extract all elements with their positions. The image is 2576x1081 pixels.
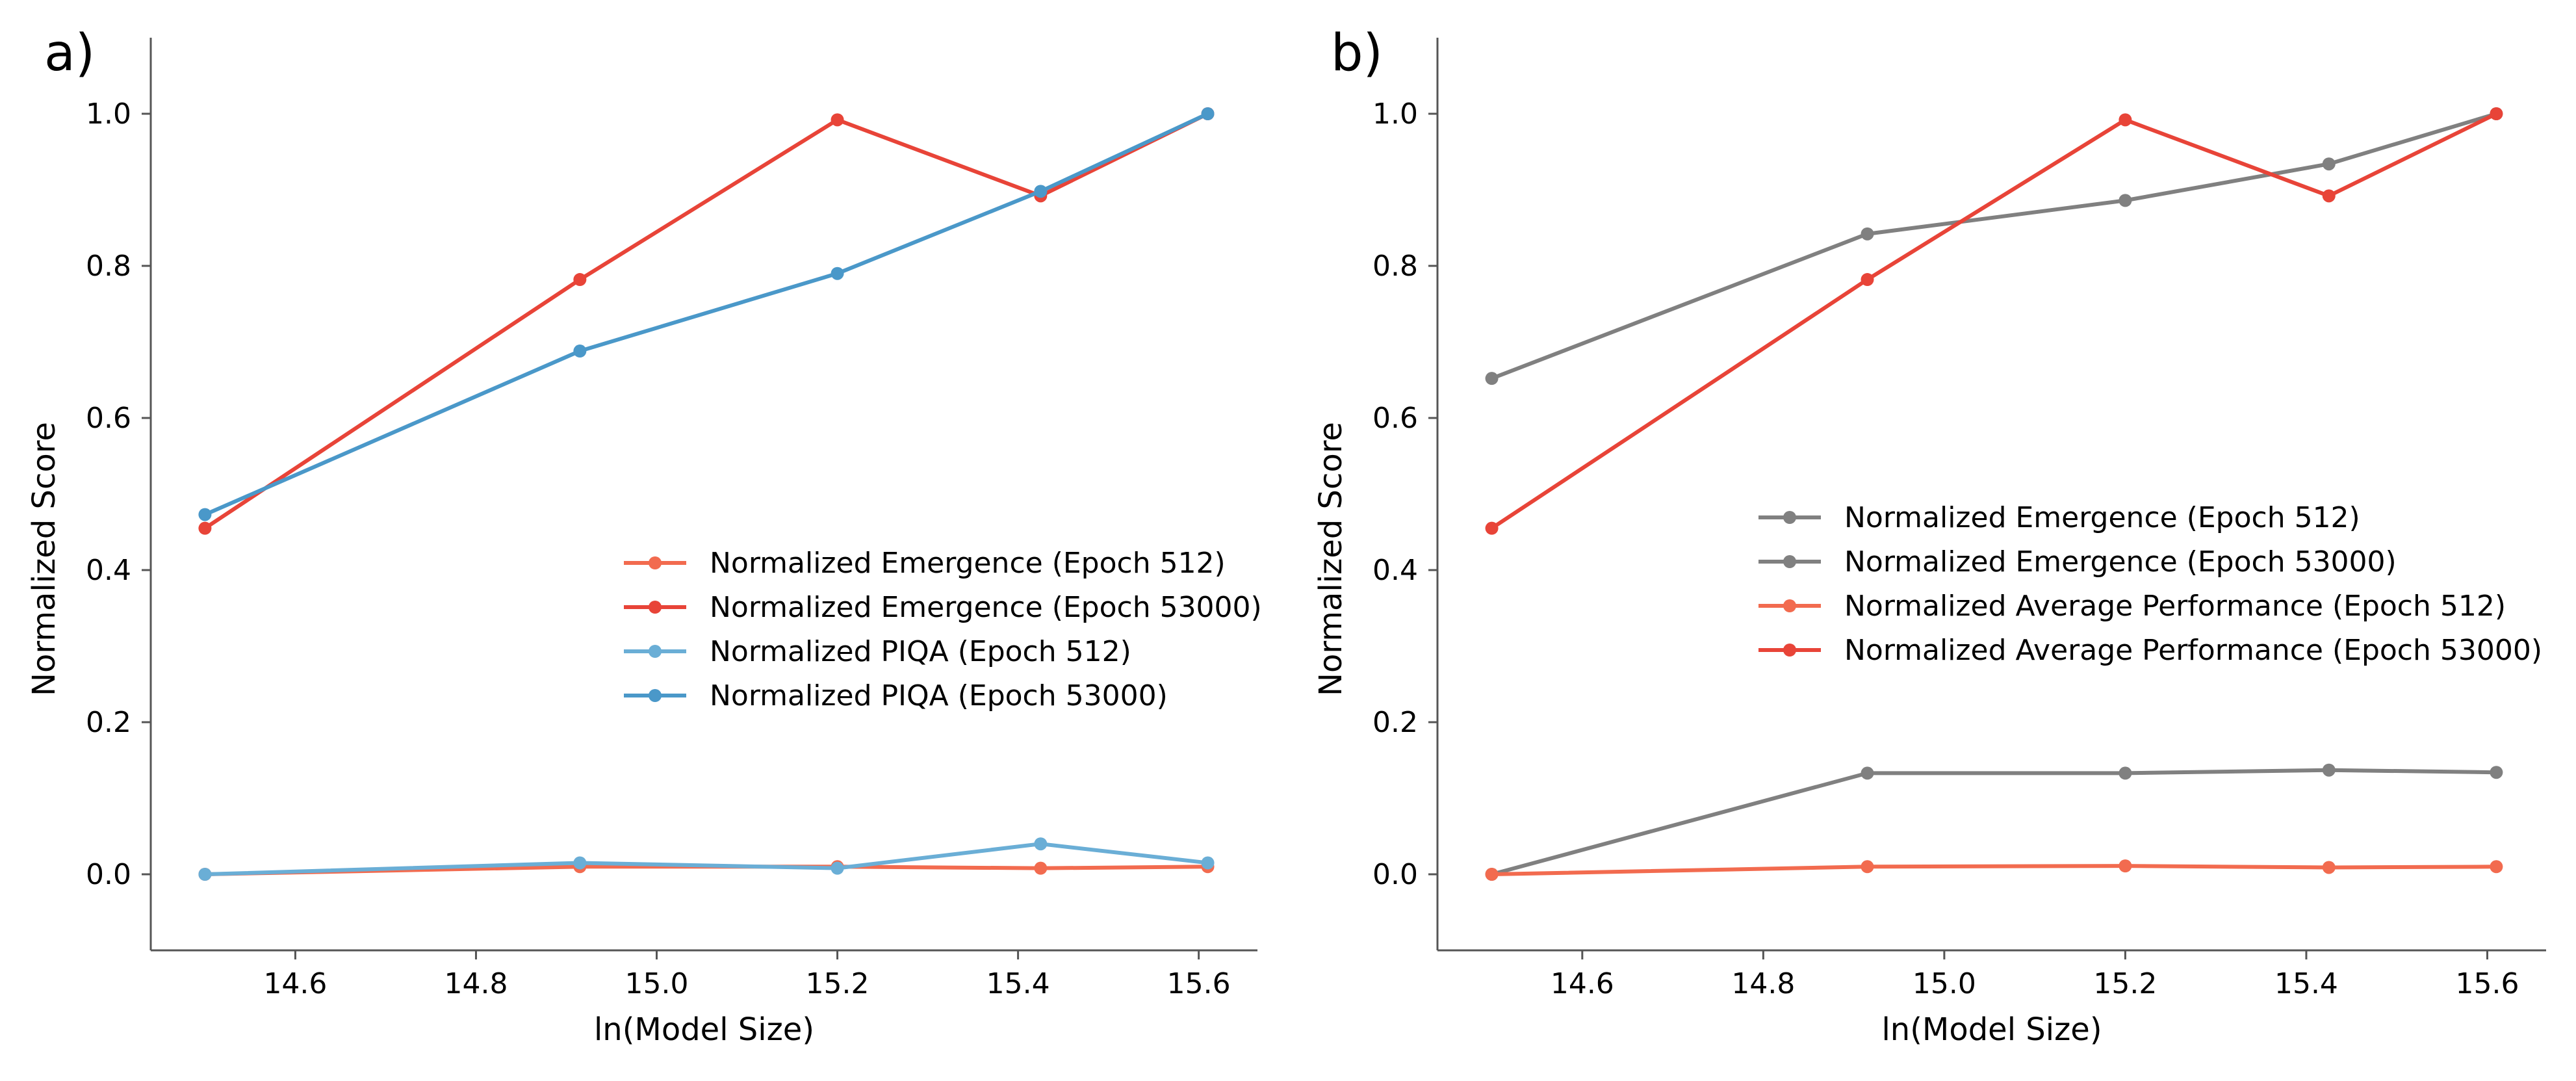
y-tick-label: 0.6	[86, 402, 131, 435]
data-point	[573, 856, 587, 870]
legend-entry-label: Normalized PIQA (Epoch 53000)	[710, 679, 1168, 712]
data-point	[1034, 861, 1048, 875]
data-point	[1034, 837, 1048, 851]
data-point	[2119, 859, 2132, 873]
data-point	[2322, 861, 2336, 874]
x-tick-label: 14.8	[1731, 967, 1795, 1000]
data-point	[1201, 856, 1215, 870]
data-point	[831, 113, 844, 127]
data-point	[1861, 227, 1874, 241]
data-point	[2322, 763, 2336, 777]
data-point	[2490, 860, 2503, 874]
x-tick-label: 15.6	[2455, 967, 2519, 1000]
data-point	[1861, 860, 1874, 874]
legend: Normalized Emergence (Epoch 512) Normaliz…	[1758, 501, 2542, 667]
data-point	[573, 273, 587, 287]
y-tick-label: 1.0	[1372, 98, 1418, 131]
y-tick-label: 1.0	[86, 98, 131, 131]
data-point	[573, 345, 587, 358]
x-tick-label: 15.0	[1913, 967, 1976, 1000]
legend-swatch-marker	[1783, 511, 1796, 524]
x-tick-label: 15.0	[625, 967, 689, 1000]
legend-swatch-marker	[649, 556, 662, 569]
legend-entry-label: Normalized PIQA (Epoch 512)	[710, 635, 1131, 668]
x-tick-label: 15.4	[2274, 967, 2338, 1000]
legend-swatch-marker	[1783, 644, 1796, 657]
legend-swatch-marker	[649, 601, 662, 614]
x-tick-label: 14.6	[263, 967, 327, 1000]
panel-label: a)	[44, 24, 95, 83]
y-axis-label: Normalized Score	[1313, 422, 1349, 696]
legend-entry-label: Normalized Average Performance (Epoch 51…	[1844, 590, 2506, 623]
series-line-2	[1491, 864, 2497, 876]
data-point	[1485, 372, 1499, 385]
y-tick-label: 0.8	[86, 250, 131, 283]
series-line-3	[204, 112, 1209, 517]
data-point	[198, 508, 212, 521]
legend-swatch-marker	[649, 645, 662, 658]
series-line-1	[1491, 112, 2497, 380]
x-tick-label: 15.4	[986, 967, 1050, 1000]
data-point	[2490, 766, 2503, 779]
x-axis-label: ln(Model Size)	[1881, 1011, 2102, 1048]
x-tick-label: 14.6	[1551, 967, 1614, 1000]
legend-entry-label: Normalized Average Performance (Epoch 53…	[1844, 634, 2542, 667]
x-tick-label: 14.8	[444, 967, 508, 1000]
y-tick-label: 0.0	[1372, 858, 1418, 891]
series-line-1	[203, 112, 1209, 530]
data-point	[2322, 157, 2336, 171]
data-point	[831, 267, 844, 280]
data-point	[2490, 107, 2503, 120]
data-point	[1201, 107, 1215, 120]
data-point	[2119, 766, 2132, 780]
data-point	[1861, 273, 1874, 287]
legend-swatch-marker	[1783, 555, 1796, 568]
data-point	[2119, 113, 2132, 127]
data-point	[2322, 189, 2336, 203]
y-axis-label: Normalized Score	[26, 422, 62, 696]
legend-entry-label: Normalized Emergence (Epoch 512)	[1844, 501, 2360, 534]
legend-swatch-marker	[1783, 599, 1796, 612]
panel-label: b)	[1331, 24, 1383, 83]
legend: Normalized Emergence (Epoch 512) Normaliz…	[624, 547, 1262, 712]
y-tick-label: 0.6	[1372, 402, 1418, 435]
y-tick-label: 0.2	[1372, 706, 1418, 739]
data-point	[1034, 185, 1048, 198]
legend-entry-label: Normalized Emergence (Epoch 53000)	[1844, 545, 2397, 579]
data-point	[198, 868, 212, 881]
data-point	[198, 521, 212, 535]
y-tick-label: 0.4	[1372, 554, 1418, 587]
x-tick-label: 15.2	[2093, 967, 2157, 1000]
data-point	[2119, 194, 2132, 207]
data-point	[831, 861, 844, 875]
legend-entry-label: Normalized Emergence (Epoch 512)	[710, 547, 1226, 580]
series-line-0	[1491, 768, 2497, 876]
x-tick-label: 15.6	[1167, 967, 1231, 1000]
y-tick-label: 0.8	[1372, 250, 1418, 283]
chart-panel-a: a) 14.6 14.8 15.0 15.2 15.4 15.6 0.0 0.2 0.4 0.6 0.…	[26, 24, 1262, 1048]
y-tick-label: 0.2	[86, 706, 131, 739]
data-point	[1485, 521, 1499, 535]
chart-panel-b: b) 14.6 14.8 15.0 15.2 15.4 15.6 0.0 0.2 0.4 0.6 0.…	[1313, 24, 2546, 1048]
data-point	[1485, 868, 1499, 881]
y-tick-label: 0.4	[86, 554, 131, 587]
data-point	[1861, 766, 1874, 780]
legend-entry-label: Normalized Emergence (Epoch 53000)	[710, 591, 1262, 624]
x-axis-label: ln(Model Size)	[594, 1011, 814, 1048]
y-tick-label: 0.0	[86, 858, 131, 891]
legend-swatch-marker	[649, 689, 662, 702]
x-tick-label: 15.2	[806, 967, 869, 1000]
